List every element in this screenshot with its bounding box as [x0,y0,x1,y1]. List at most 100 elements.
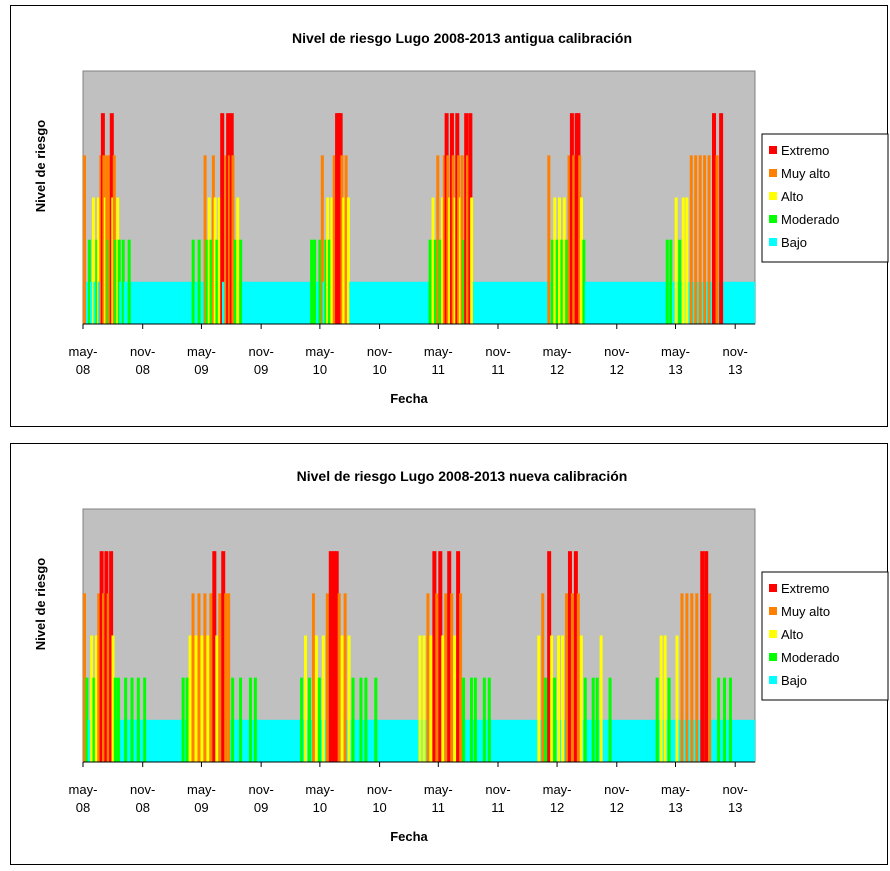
bar-mark [124,677,128,762]
bar-mark [599,635,603,762]
bar-mark [608,677,612,762]
bar-mark [442,155,446,324]
bar-mark [242,281,246,324]
legend-label: Bajo [781,673,807,688]
x-tick-label-top: may- [543,344,572,359]
bar-mark [346,197,350,324]
bar-mark [578,155,582,324]
bar-mark [112,155,116,324]
legend-swatch [769,169,777,177]
legend-swatch [769,238,777,246]
bar-mark [83,155,86,324]
bar-mark [558,197,562,324]
bar-mark [203,155,207,324]
bar-mark [553,197,557,324]
x-tick-label-top: nov- [485,782,510,797]
bar-mark [111,635,115,762]
bar-mark [99,551,104,762]
bar-mark [212,551,217,762]
bar-mark [429,635,433,762]
bar-mark [94,635,98,762]
bar-mark [715,155,719,324]
bar-mark [466,719,470,762]
bar-mark [191,239,195,324]
legend-label: Alto [781,627,803,642]
bar-mark [369,719,373,762]
x-tick-label-bottom: 12 [610,362,624,377]
legend-swatch [769,215,777,223]
x-tick-label-bottom: 08 [76,800,90,815]
chart-nueva-svg: Nivel de riesgo Lugo 2008-2013 nueva cal… [33,468,889,844]
bar-mark [320,155,324,324]
chart-title: Nivel de riesgo Lugo 2008-2013 nueva cal… [297,468,628,484]
x-tick-label-bottom: 09 [194,362,208,377]
x-tick-label-bottom: 11 [491,362,505,377]
x-tick-label-top: nov- [130,344,155,359]
bar-mark [451,155,455,324]
bar-mark [433,239,437,324]
bar-mark [133,719,137,762]
legend-label: Alto [781,189,803,204]
bar-mark [708,593,712,762]
bar-mark [456,551,461,762]
bar-mark [576,593,580,762]
bar-mark [462,239,466,324]
bar-mark [547,155,551,324]
legend-box [761,133,889,263]
bar-mark [446,155,450,324]
bar-mark [685,197,689,324]
bar-mark [113,677,117,762]
x-tick-label-top: may- [187,782,216,797]
bar-mark [92,677,96,762]
bar-mark [435,593,439,762]
bar-mark [680,593,684,762]
bar-mark [248,677,252,762]
bar-mark [102,593,106,762]
bar-mark [227,593,231,762]
x-tick-label-bottom: 10 [313,362,327,377]
bar-mark [587,719,591,762]
bar-mark [428,239,432,324]
bar-mark [314,635,318,762]
bar-mark [143,677,147,762]
x-tick-label-top: nov- [367,344,392,359]
legend-label: Bajo [781,235,807,250]
bar-mark [123,281,127,324]
bar-mark [473,281,477,324]
bar-mark [332,155,336,324]
bar-mark [185,677,189,762]
x-tick-label-top: nov- [367,782,392,797]
x-tick-label-bottom: 08 [135,362,149,377]
bar-mark [243,719,247,762]
bar-mark [342,197,346,324]
bar-mark [200,635,204,762]
bar-mark [436,155,440,324]
bar-mark [236,197,240,324]
x-tick-label-bottom: 12 [550,362,564,377]
legend-swatch [769,653,777,661]
bar-mark [711,113,716,325]
bar-mark [194,281,198,324]
bar-mark [188,635,192,762]
bar-mark [567,551,572,762]
bar-mark [438,239,442,324]
bar-mark [583,677,587,762]
x-tick-label-top: nov- [248,782,273,797]
bar-mark [93,281,97,324]
bar-mark [557,635,561,762]
bar-mark [231,155,235,324]
x-tick-label-top: nov- [485,344,510,359]
legend-swatch [769,584,777,592]
bar-mark [447,551,452,762]
chart-antigua-svg: Nivel de riesgo Lugo 2008-2013 antigua c… [33,30,889,406]
bar-mark [671,281,675,324]
bar-mark [584,281,588,324]
bar-mark [719,113,724,325]
bar-mark [140,719,144,762]
bar-mark [591,677,595,762]
x-tick-label-bottom: 13 [668,800,682,815]
bar-mark [565,239,569,324]
bar-mark [109,551,114,762]
bar-mark [665,239,669,324]
bar-mark [97,593,101,762]
